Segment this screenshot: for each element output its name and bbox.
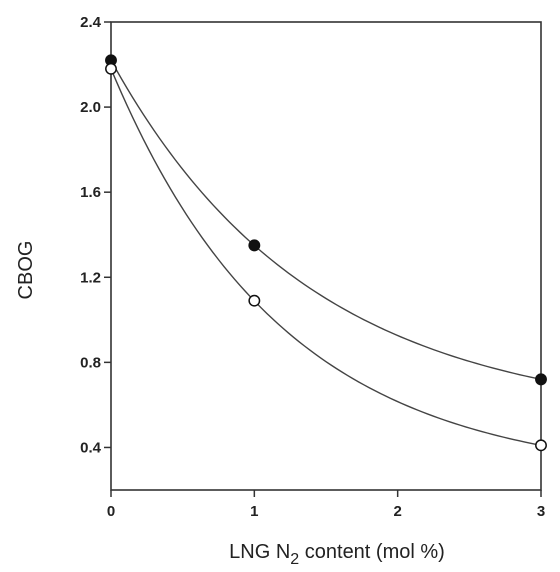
y-tick-label: 2.0 xyxy=(80,99,101,116)
fit-curve-1 xyxy=(110,59,542,381)
x-tick-label: 2 xyxy=(393,503,401,520)
x-axis-title-part: LNG N xyxy=(229,541,290,563)
y-tick-label: 0.8 xyxy=(80,354,101,371)
x-axis-title-subscript: 2 xyxy=(290,551,299,568)
y-axis-ticks: 0.4 0.8 1.2 1.6 2.0 2.4 xyxy=(80,14,111,456)
fit-curves xyxy=(110,59,542,447)
y-tick-label: 1.2 xyxy=(80,269,101,286)
plot-frame xyxy=(110,21,542,491)
y-tick-label: 0.4 xyxy=(80,439,102,456)
x-axis-title: LNG N2 content (mol %) xyxy=(229,541,445,568)
fit-curve-2 xyxy=(110,68,542,447)
filled-data-point xyxy=(535,373,547,386)
x-tick-label: 1 xyxy=(250,503,258,520)
axes-frame xyxy=(110,21,542,491)
open-data-point xyxy=(535,439,547,452)
filled-data-point xyxy=(248,239,261,252)
y-tick-label: 1.6 xyxy=(80,184,101,201)
y-tick-label: 2.4 xyxy=(80,14,102,31)
open-data-point xyxy=(248,294,261,307)
y-axis-title: CBOG xyxy=(15,241,37,300)
x-axis-title-part: content (mol %) xyxy=(299,541,445,563)
x-axis-ticks: 0 1 2 3 xyxy=(107,490,545,520)
x-tick-label: 3 xyxy=(537,503,545,520)
data-points xyxy=(105,54,547,452)
open-data-point xyxy=(105,62,117,75)
x-tick-label: 0 xyxy=(107,503,115,520)
